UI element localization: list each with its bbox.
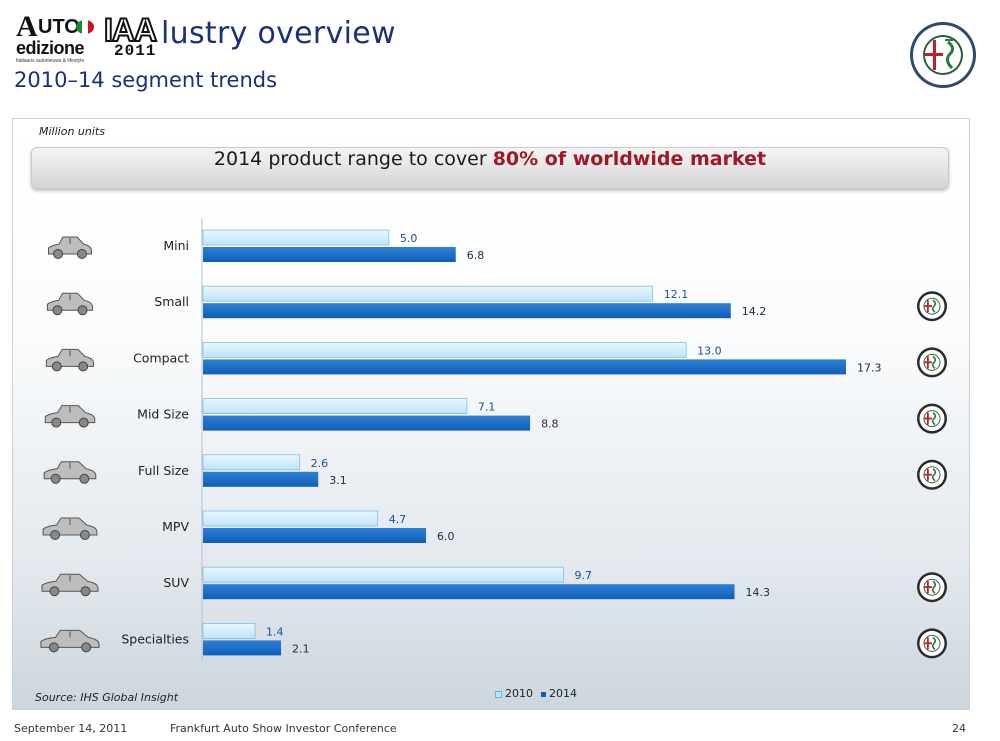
banner-prefix: 2014 product range to cover (213, 148, 493, 170)
category-label: Mini (163, 238, 189, 253)
bar-2014 (203, 640, 282, 656)
mid-size-car-icon (44, 405, 96, 428)
legend-item-2010: 2010 (495, 687, 533, 700)
value-label-2014: 17.3 (857, 361, 882, 374)
value-label-2010: 5.0 (400, 232, 418, 245)
legend-swatch-2010 (495, 690, 502, 698)
compact-car-icon (45, 348, 95, 372)
mpv-car-icon (42, 517, 98, 540)
bar-2010 (202, 398, 468, 415)
slide-subtitle: 2010–14 segment trends (14, 68, 278, 92)
alfa-romeo-badge-icon (917, 572, 947, 603)
bar-2010 (202, 454, 301, 471)
small-car-icon (46, 292, 94, 316)
value-label-2014: 8.8 (541, 418, 559, 431)
bar-2014 (203, 528, 427, 543)
value-label-2010: 9.7 (575, 569, 593, 582)
logo-edizione-text: edizione (16, 38, 85, 58)
bar-2010 (202, 510, 379, 527)
bar-2010 (202, 285, 654, 302)
mini-car-icon (48, 236, 92, 259)
bar-2010 (202, 341, 687, 358)
source-note: Source: IHS Global Insight (35, 691, 179, 704)
legend-item-2014: 2014 (541, 687, 577, 700)
logo-auto-letters: UTO (38, 16, 80, 38)
value-label-2010: 1.4 (266, 625, 284, 638)
value-label-2010: 7.1 (478, 401, 496, 414)
alfa-romeo-badge-icon (910, 22, 976, 88)
suv-car-icon (41, 573, 99, 597)
auto-edizione-logo: A UTO edizione Italiaans autonieuws & li… (14, 10, 100, 64)
category-label: Full Size (138, 463, 189, 478)
bar-2010 (202, 623, 256, 639)
alfa-romeo-badge-icon (917, 291, 947, 322)
chart-legend: 2010 2014 (495, 687, 577, 700)
footer-date: September 14, 2011 (14, 722, 128, 735)
value-label-2014: 2.1 (292, 642, 310, 655)
headline-banner: 2014 product range to cover 80% of world… (31, 147, 949, 189)
category-label: Small (154, 294, 189, 309)
bar-2014 (203, 471, 319, 487)
chart-panel: Million units 2014 product range to cove… (12, 118, 970, 710)
category-label: Mid Size (137, 407, 189, 422)
bar-2014 (203, 303, 731, 319)
category-label: SUV (163, 575, 189, 590)
logo-tagline: Italiaans autonieuws & lifestyle (16, 58, 85, 64)
footer-event: Frankfurt Auto Show Investor Conference (170, 722, 397, 735)
bar-2014 (203, 247, 456, 262)
alfa-romeo-badge-icon (917, 403, 947, 434)
legend-swatch-2014 (541, 691, 546, 697)
slide-title: lustry overview (161, 16, 396, 51)
bar-2014 (203, 584, 735, 600)
category-label: MPV (162, 519, 189, 534)
bar-2010 (202, 566, 564, 583)
value-label-2014: 6.0 (437, 530, 455, 543)
bar-2014 (203, 359, 846, 375)
category-label: Specialties (121, 631, 189, 646)
category-label: Compact (133, 350, 189, 365)
units-label: Million units (39, 125, 105, 138)
value-label-2010: 12.1 (664, 288, 689, 301)
legend-label-2010: 2010 (505, 687, 533, 700)
alfa-romeo-badge-icon (917, 459, 947, 490)
value-label-2010: 4.7 (389, 513, 407, 526)
alfa-romeo-badge-icon (917, 347, 947, 378)
value-label-2010: 13.0 (697, 344, 722, 357)
value-label-2014: 14.2 (742, 305, 767, 318)
iaa-logo-text: IAA (103, 11, 158, 49)
bar-2010 (202, 229, 390, 246)
value-label-2010: 2.6 (311, 457, 329, 470)
value-label-2014: 6.8 (467, 249, 485, 262)
full-size-car-icon (43, 461, 97, 484)
banner-highlight: 80% of worldwide market (492, 148, 767, 170)
bar-2014 (203, 415, 531, 431)
iaa-logo-year: 2011 (114, 42, 157, 60)
footer-page-number: 24 (952, 722, 966, 735)
iaa-logo: IAA 2011 (103, 11, 162, 60)
value-label-2014: 14.3 (745, 586, 770, 599)
alfa-romeo-badge-icon (917, 628, 947, 659)
legend-label-2014: 2014 (549, 687, 577, 700)
value-label-2014: 3.1 (329, 474, 347, 487)
logo-auto-letter-a: A (16, 10, 38, 43)
italian-flag-icon (76, 20, 94, 34)
convertible-car-icon (40, 629, 100, 653)
